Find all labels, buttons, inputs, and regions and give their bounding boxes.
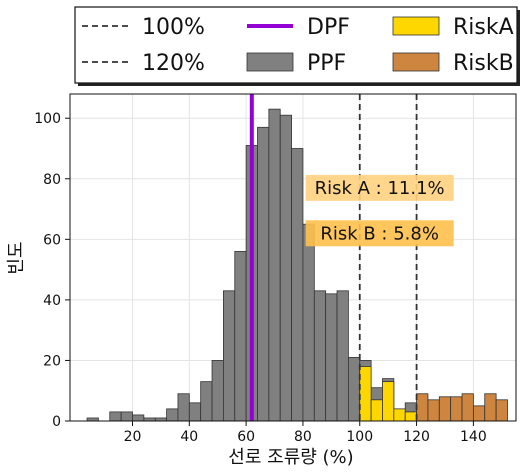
bar-ppf: [336, 290, 349, 422]
bar-ppf: [234, 251, 247, 422]
legend-entry-dpf: DPF: [247, 15, 350, 40]
annotations: Risk A : 11.1% Risk B : 5.8%: [305, 174, 454, 247]
bar-riskb: [438, 396, 452, 422]
legend-entry-100pct: 100%: [82, 15, 205, 40]
legend-entry-riska: RiskA: [392, 15, 514, 40]
bar-ppf: [279, 114, 292, 422]
legend-label: 120%: [142, 51, 205, 76]
legend-entry-ppf: PPF: [246, 51, 346, 76]
bar-ppf: [188, 402, 202, 422]
bar-ppf: [200, 381, 213, 422]
bar-riskb: [461, 393, 474, 422]
bar-riskb: [416, 393, 429, 422]
bar-ppf: [177, 393, 190, 422]
x-axis-label: 선로 조류량 (%): [228, 447, 353, 468]
y-tick-label: 0: [52, 414, 61, 430]
bar-riskb: [450, 396, 463, 422]
legend-label: PPF: [307, 51, 346, 76]
plot-frame: [69, 93, 517, 422]
annotation-text: Risk B : 5.8%: [320, 223, 439, 244]
legend-label: 100%: [142, 15, 205, 40]
bar-ppf: [109, 411, 122, 422]
x-tick-label: 40: [180, 429, 198, 445]
x-tick-label: 100: [346, 429, 373, 445]
bar-riskb: [495, 399, 508, 422]
legend-entry-120pct: 120%: [82, 51, 205, 76]
legend-swatch: [246, 52, 294, 72]
x-tick-label: 120: [403, 429, 430, 445]
legend-swatch: [392, 52, 440, 72]
bar-ppf: [347, 357, 361, 422]
bar-riskb: [484, 393, 497, 422]
y-tick-label: 80: [43, 172, 61, 188]
bar-ppf: [291, 148, 304, 422]
bar-riska: [393, 408, 406, 422]
bar-ppf: [302, 223, 315, 422]
risk-annotation: Risk A : 11.1%: [305, 174, 454, 201]
x-tick-label: 140: [460, 429, 487, 445]
bar-ppf: [223, 290, 236, 422]
x-tick-label: 60: [237, 429, 255, 445]
bar-riska: [359, 366, 372, 422]
y-axis-label: 빈도: [6, 241, 27, 274]
bar-ppf: [132, 414, 145, 422]
legend-swatch: [392, 16, 440, 36]
legend-frame: [74, 6, 518, 84]
bar-riska: [370, 399, 383, 422]
bar-ppf: [211, 360, 224, 422]
risk-annotation: Risk B : 5.8%: [305, 220, 454, 247]
reference-lines: [249, 94, 418, 421]
legend: 100% DPF RiskA 120% PPF RiskB: [74, 6, 520, 86]
bar-riskb: [472, 405, 486, 422]
y-axis: 0 20 40 60 80 100: [34, 111, 70, 430]
legend-label: RiskA: [453, 15, 514, 40]
annotation-text: Risk A : 11.1%: [315, 178, 445, 199]
bar-riska: [404, 411, 417, 422]
y-tick-label: 40: [43, 293, 61, 309]
bar-riskb: [427, 399, 440, 422]
annotation-box: [305, 174, 454, 201]
y-tick-label: 20: [43, 353, 61, 369]
annotation-box: [305, 220, 454, 247]
legend-label: RiskB: [453, 51, 514, 76]
bar-ppf: [268, 108, 281, 422]
y-tick-label: 100: [34, 111, 61, 127]
bar-ppf: [166, 408, 179, 422]
bar-ppf: [313, 290, 327, 422]
legend-entry-riskb: RiskB: [392, 51, 514, 76]
bar-ppf: [325, 293, 338, 422]
x-tick-label: 80: [294, 429, 312, 445]
y-tick-label: 60: [43, 232, 61, 248]
x-axis: 20 40 60 80 100 120 140: [124, 421, 487, 445]
bar-ppf: [257, 126, 270, 422]
x-tick-label: 20: [124, 429, 142, 445]
bar-ppf: [120, 411, 133, 422]
bar-riska: [382, 381, 395, 422]
legend-label: DPF: [307, 15, 350, 40]
plot-area: Risk A : 11.1% Risk B : 5.8%: [69, 93, 517, 422]
